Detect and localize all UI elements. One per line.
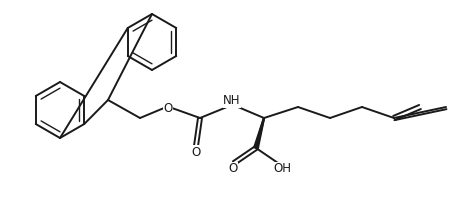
Text: O: O	[191, 145, 201, 158]
Text: O: O	[164, 102, 172, 115]
Text: NH: NH	[223, 94, 241, 107]
Text: OH: OH	[273, 163, 291, 176]
Text: O: O	[228, 163, 238, 176]
